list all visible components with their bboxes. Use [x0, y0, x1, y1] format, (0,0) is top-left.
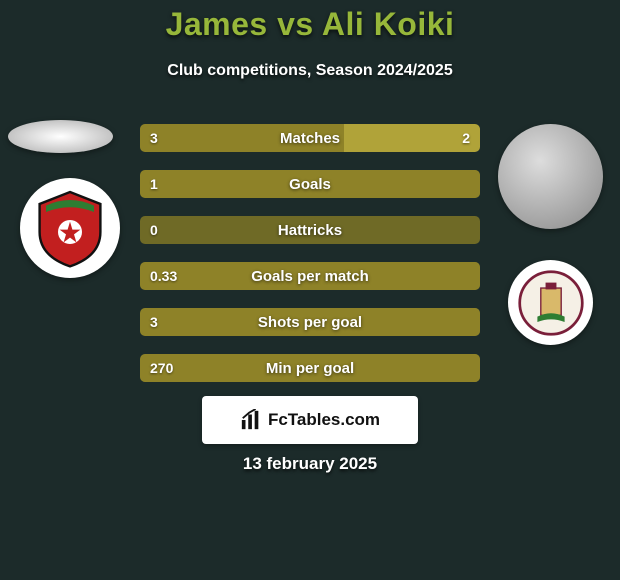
stats-bars: 32Matches 1Goals 0Hattricks 0.33Goals per m… [140, 124, 480, 400]
page-title: James vs Ali Koiki [0, 6, 620, 43]
stat-label: Matches [140, 124, 480, 152]
vs-text: vs [277, 6, 314, 42]
comparison-card: James vs Ali Koiki Club competitions, Se… [0, 0, 620, 580]
stat-label: Goals [140, 170, 480, 198]
crest-icon [517, 269, 585, 337]
stat-bar: 1Goals [140, 170, 480, 198]
player1-shadow-oval [8, 120, 113, 153]
stat-bar: 3Shots per goal [140, 308, 480, 336]
player1-club-crest [20, 178, 120, 278]
player2-club-crest [508, 260, 593, 345]
stat-bar: 0Hattricks [140, 216, 480, 244]
branding-badge: FcTables.com [202, 396, 418, 444]
stat-bar: 0.33Goals per match [140, 262, 480, 290]
subtitle: Club competitions, Season 2024/2025 [0, 62, 620, 80]
stat-label: Goals per match [140, 262, 480, 290]
player2-name: Ali Koiki [322, 6, 455, 42]
stat-label: Min per goal [140, 354, 480, 382]
crest-icon [30, 188, 110, 268]
stat-bar: 32Matches [140, 124, 480, 152]
player1-name: James [166, 6, 268, 42]
date-text: 13 february 2025 [0, 454, 620, 474]
stat-label: Shots per goal [140, 308, 480, 336]
stat-label: Hattricks [140, 216, 480, 244]
player2-avatar [498, 124, 603, 229]
bar-chart-icon [240, 409, 262, 431]
branding-text: FcTables.com [268, 410, 380, 430]
stat-bar: 270Min per goal [140, 354, 480, 382]
